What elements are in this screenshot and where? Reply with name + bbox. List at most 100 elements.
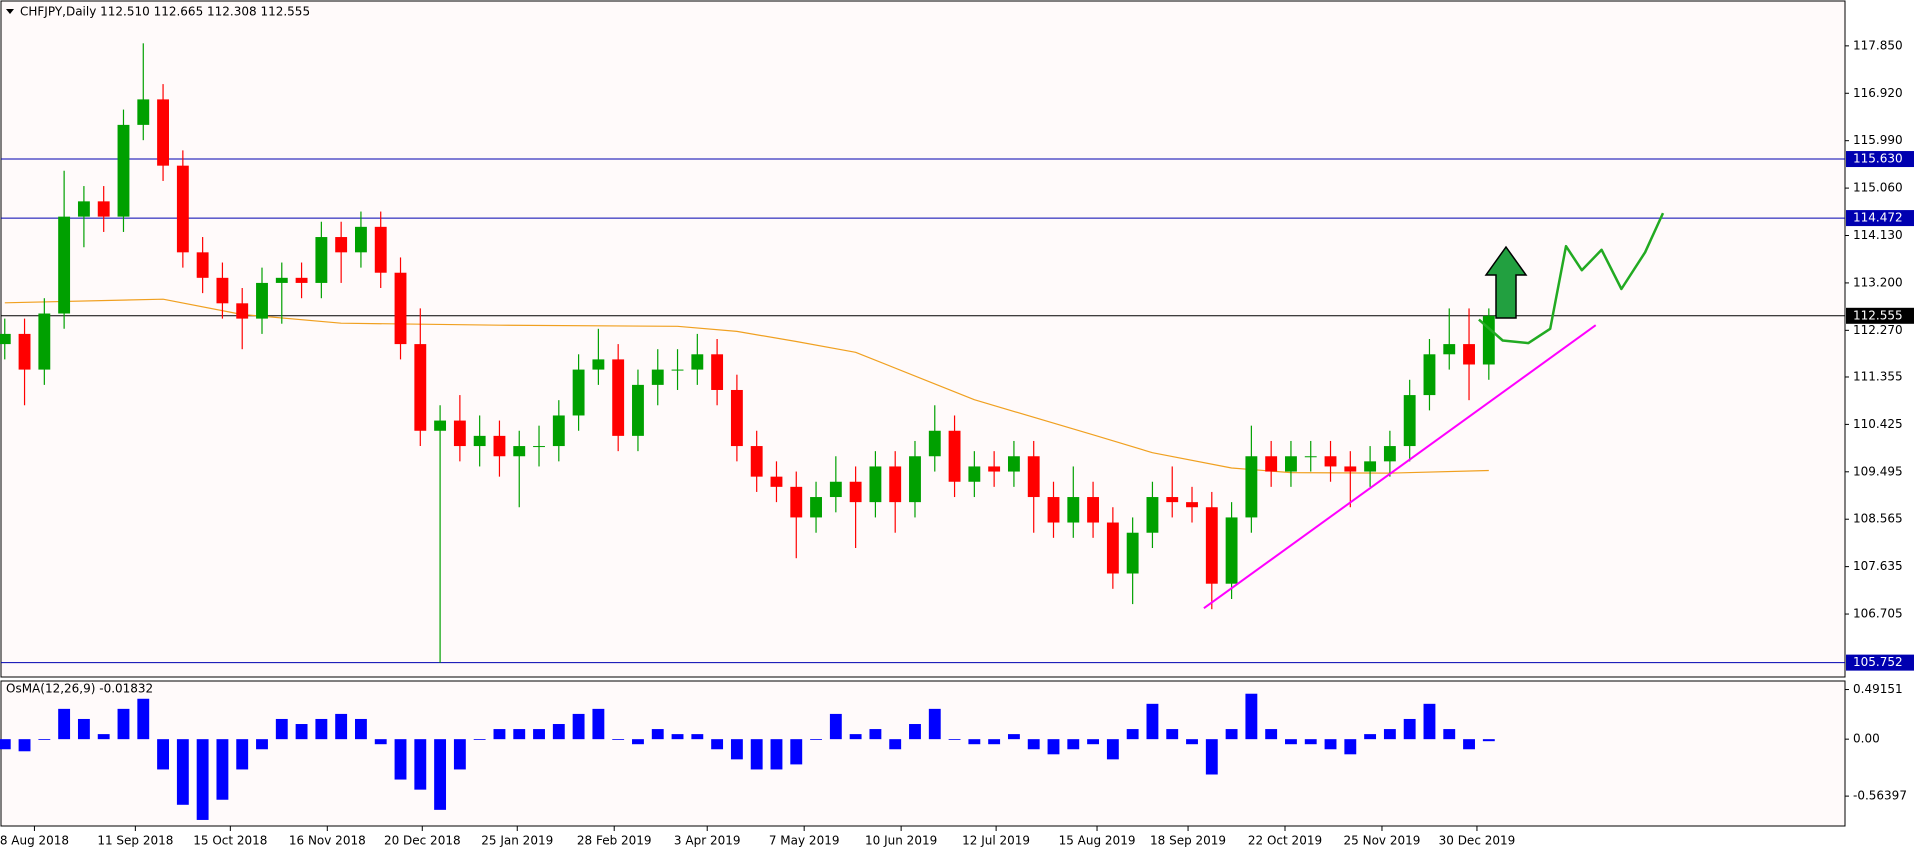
osma-bar: [711, 739, 724, 750]
y-tick-label: 108.565: [1853, 512, 1903, 526]
osma-bar: [1443, 729, 1456, 740]
candle-body: [58, 216, 71, 314]
osma-bar: [77, 718, 90, 740]
candle-body: [829, 481, 842, 498]
candle-body: [1205, 507, 1218, 584]
osma-bar: [612, 739, 625, 740]
osma-bar: [651, 729, 664, 740]
osma-bar: [1126, 729, 1139, 740]
y-tick-label: -0.56397: [1853, 789, 1907, 803]
moving-average: [4, 298, 1489, 474]
osma-bar: [1364, 734, 1377, 740]
candle-body: [1245, 456, 1258, 518]
candle-body: [157, 99, 169, 166]
osma-bar: [1265, 729, 1278, 740]
candle-body: [216, 277, 229, 304]
osma-bar: [730, 739, 743, 760]
candle-body: [1304, 456, 1317, 458]
candle-body: [968, 466, 981, 482]
osma-bar: [58, 708, 71, 740]
x-tick-label: 22 Oct 2019: [1248, 834, 1322, 848]
osma-bar: [236, 739, 249, 770]
osma-bar: [1186, 739, 1198, 745]
osma-bar: [117, 708, 130, 740]
osma-bar: [1166, 729, 1179, 740]
osma-bar: [632, 739, 644, 745]
up-arrow: [1484, 245, 1528, 319]
candle-body: [1146, 497, 1159, 533]
candle-body: [1047, 497, 1060, 523]
osma-bar: [295, 724, 308, 740]
osma-bar: [533, 729, 545, 740]
osma-bar: [1205, 739, 1218, 775]
candle-body: [1166, 497, 1179, 503]
x-tick-label: 15 Aug 2019: [1059, 834, 1136, 848]
candle-body: [612, 359, 625, 436]
candle-body: [1007, 456, 1020, 472]
level-label-box: [1846, 151, 1914, 168]
osma-bar: [1245, 693, 1258, 740]
candle-body: [1383, 446, 1396, 462]
candle-body: [889, 466, 902, 503]
osma-bar: [1106, 739, 1119, 760]
osma-bar: [552, 724, 565, 740]
osma-bar: [1047, 739, 1060, 755]
y-tick-label: 113.200: [1853, 275, 1903, 289]
candle-body: [315, 237, 328, 283]
osma-bar: [137, 698, 150, 740]
candle-body: [928, 430, 941, 457]
x-tick-label: 3 Apr 2019: [674, 834, 741, 848]
level-label-box: [1846, 307, 1914, 324]
candle-body: [632, 384, 644, 436]
candle-body: [988, 466, 1001, 472]
y-tick-label: 114.130: [1853, 228, 1903, 242]
candle-body: [1324, 456, 1337, 467]
candle-body: [1265, 456, 1278, 472]
level-label-box: [1846, 210, 1914, 227]
y-tick-label: 116.920: [1853, 86, 1903, 100]
candle-body: [849, 481, 862, 503]
osma-bar: [1087, 739, 1100, 745]
osma-bar: [216, 739, 229, 800]
osma-bar: [1027, 739, 1040, 750]
level-label: 114.472: [1853, 211, 1903, 225]
candle-body: [38, 313, 51, 370]
candle-body: [691, 354, 704, 370]
candle-body: [176, 165, 189, 253]
osma-bar: [1403, 718, 1416, 740]
osma-bar: [1146, 703, 1159, 740]
candle-body: [592, 359, 605, 370]
osma-bar: [394, 739, 407, 780]
x-tick-label: 28 Feb 2019: [577, 834, 652, 848]
osma-bar: [473, 739, 486, 740]
x-tick-label: 8 Aug 2018: [0, 834, 69, 848]
candle-body: [869, 466, 882, 503]
candle-body: [1403, 395, 1416, 447]
candle-body: [572, 369, 585, 416]
osma-bar: [988, 739, 1001, 745]
osma-bar: [1007, 734, 1020, 740]
osma-bar: [849, 734, 862, 740]
candle-body: [236, 303, 249, 319]
osma-bar: [928, 708, 941, 740]
osma-bar: [414, 739, 427, 790]
level-label: 112.555: [1853, 308, 1903, 322]
osma-bar: [592, 708, 605, 740]
candle-body: [1087, 497, 1100, 523]
candle-body: [0, 333, 11, 345]
osma-bar: [869, 729, 882, 740]
osma-bar: [572, 713, 585, 740]
candle-body: [810, 497, 822, 518]
osma-bar: [948, 739, 961, 740]
candle-body: [1186, 502, 1198, 508]
candle-body: [335, 237, 348, 253]
candle-body: [414, 344, 427, 431]
candle-body: [1344, 466, 1357, 472]
candle-body: [77, 201, 90, 217]
candle-body: [1482, 315, 1495, 365]
candle-body: [493, 435, 506, 457]
osma-bar: [889, 739, 902, 750]
candle-body: [948, 430, 961, 482]
